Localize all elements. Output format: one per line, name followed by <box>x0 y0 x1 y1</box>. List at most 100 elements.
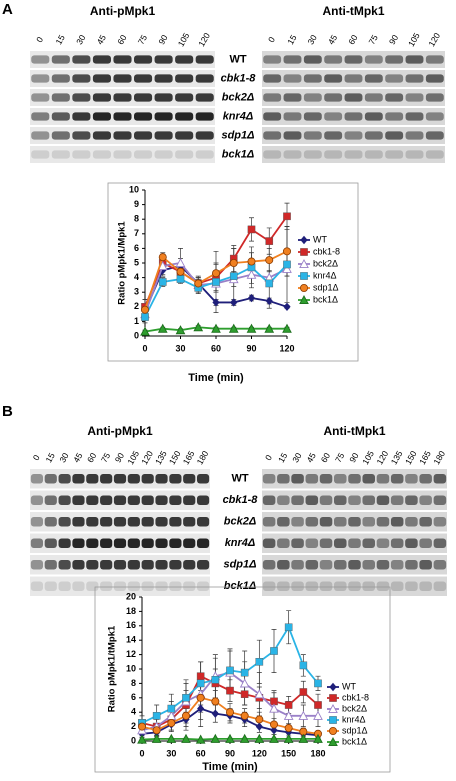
data-point <box>167 704 176 713</box>
lane-label: 105 <box>406 31 422 49</box>
lane-label: 120 <box>139 449 155 467</box>
blot-band <box>155 474 168 484</box>
data-point <box>196 679 205 688</box>
blot-band <box>433 581 447 591</box>
legend-marker <box>329 682 337 692</box>
y-tick-label: 4 <box>131 707 136 717</box>
blot-band <box>425 55 444 64</box>
blot-band <box>405 495 418 505</box>
data-point <box>298 710 309 720</box>
data-point <box>211 697 220 706</box>
blot-band <box>305 581 319 591</box>
lane-label: 90 <box>387 33 401 46</box>
strain-label: knr4Δ <box>225 537 256 549</box>
lane-label: 45 <box>95 33 109 46</box>
data-point <box>240 668 249 677</box>
data-point <box>151 733 162 743</box>
blot-band <box>344 55 363 64</box>
data-point <box>264 323 275 333</box>
blot-band <box>30 495 44 505</box>
blot-band <box>58 474 71 484</box>
blot-band <box>72 517 85 527</box>
data-point <box>196 693 205 702</box>
data-point <box>211 676 220 684</box>
data-point <box>283 710 294 720</box>
chart-frame <box>94 586 391 773</box>
lane-label: 60 <box>346 33 360 46</box>
blot-band <box>305 517 319 527</box>
legend-marker <box>300 248 308 256</box>
blot-band <box>263 131 282 140</box>
blot-band <box>291 474 304 484</box>
data-point <box>181 711 190 720</box>
y-tick-label: 2 <box>134 301 139 311</box>
blot-band <box>141 538 154 548</box>
lane-label: 60 <box>85 451 99 464</box>
data-point <box>229 258 238 267</box>
blot-band <box>72 55 91 64</box>
blot-strip <box>30 146 215 163</box>
blot-band <box>169 581 182 591</box>
legend-label: WT <box>342 681 356 691</box>
blot-band <box>390 474 404 484</box>
blot-band <box>283 55 302 64</box>
y-axis-label: Ratio pMpk1/tMpk1 <box>107 625 118 712</box>
blot-band <box>30 560 44 570</box>
data-point <box>137 722 146 731</box>
blot-band <box>405 112 424 121</box>
blot-band <box>334 474 347 484</box>
x-tick-label: 60 <box>196 748 206 758</box>
blot-band <box>92 74 111 83</box>
data-point <box>212 278 220 286</box>
blot-band <box>334 538 347 548</box>
data-point <box>226 686 234 695</box>
blot-band <box>348 560 361 570</box>
data-point <box>211 709 219 718</box>
blot-band <box>376 495 390 505</box>
blot-band <box>30 538 44 548</box>
blot-band <box>362 581 375 591</box>
blot-strip <box>262 576 447 596</box>
blot-band <box>31 131 50 140</box>
blot-band <box>183 517 196 527</box>
blot-band <box>175 112 194 121</box>
blot-band <box>72 74 91 83</box>
x-axis-label: Time (min) <box>202 761 258 773</box>
blot-band <box>364 112 383 121</box>
lane-label: 120 <box>426 31 442 49</box>
legend-label: bck2Δ <box>342 703 367 713</box>
blot-band <box>364 55 383 64</box>
blot-band <box>113 560 127 570</box>
blot-band <box>44 495 57 505</box>
blot-band <box>385 131 404 140</box>
blot-band <box>155 581 168 591</box>
data-point <box>314 701 322 709</box>
blot-band <box>92 131 111 140</box>
blot-band <box>183 538 196 548</box>
blot-band <box>303 74 322 83</box>
blot-band <box>405 581 418 591</box>
data-point <box>313 733 323 743</box>
legend-label: sdp1Δ <box>342 725 368 735</box>
blot-band <box>344 112 363 121</box>
blot-band <box>319 538 333 548</box>
blot-band <box>405 560 418 570</box>
lane-label: 30 <box>305 33 319 46</box>
blot-band <box>183 474 196 484</box>
data-point <box>181 733 191 743</box>
legend-marker <box>328 727 337 736</box>
y-tick-label: 0 <box>131 735 136 745</box>
x-tick-label: 30 <box>166 748 176 758</box>
x-tick-label: 0 <box>142 343 147 353</box>
blot-band <box>376 560 390 570</box>
blot-band <box>385 74 404 83</box>
data-point <box>166 733 177 743</box>
lane-label: 60 <box>319 451 333 464</box>
blot-band <box>283 112 302 121</box>
data-point <box>282 247 291 256</box>
blot-band <box>419 517 432 527</box>
x-tick-label: 120 <box>279 343 294 353</box>
blot-band <box>127 495 140 505</box>
blot-band <box>134 150 153 159</box>
